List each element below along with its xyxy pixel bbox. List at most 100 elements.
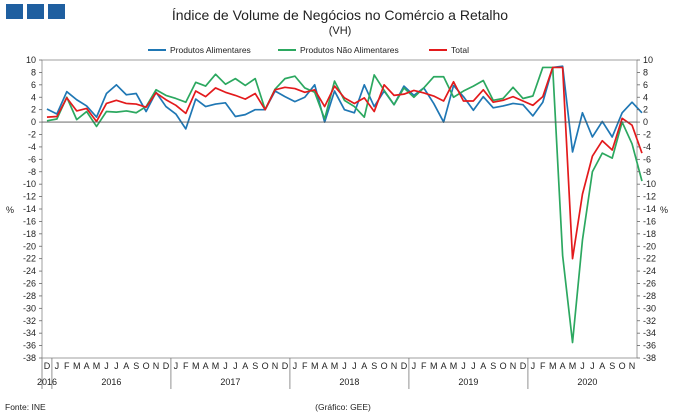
x-month-label: J <box>580 361 585 371</box>
x-year-label: 2019 <box>458 377 478 387</box>
x-month-label: N <box>272 361 279 371</box>
x-month-label: M <box>430 361 438 371</box>
y-tick-label-left: -14 <box>23 204 36 214</box>
y-tick-label-right: 6 <box>643 80 648 90</box>
y-tick-label-right: -12 <box>643 192 656 202</box>
y-tick-label-left: 4 <box>31 92 36 102</box>
x-month-label: A <box>123 361 129 371</box>
y-tick-label-left: -6 <box>28 154 36 164</box>
x-year-label: 2017 <box>220 377 240 387</box>
y-tick-label-left: 6 <box>31 80 36 90</box>
y-tick-label-left: -34 <box>23 328 36 338</box>
x-month-label: J <box>471 361 476 371</box>
y-tick-label-right: -38 <box>643 353 656 363</box>
y-tick-label-right: 4 <box>643 92 648 102</box>
y-tick-label-left: -26 <box>23 279 36 289</box>
x-month-label: O <box>143 361 150 371</box>
logo <box>6 4 69 24</box>
y-tick-label-right: 8 <box>643 67 648 77</box>
logo-block <box>6 4 23 19</box>
x-month-label: J <box>531 361 536 371</box>
y-tick-label-left: -18 <box>23 229 36 239</box>
x-month-label: A <box>361 361 367 371</box>
y-axis-label-right: % <box>660 205 668 215</box>
x-month-label: F <box>64 361 70 371</box>
y-tick-label-right: -34 <box>643 328 656 338</box>
y-tick-label-right: -4 <box>643 142 651 152</box>
y-tick-label-left: -20 <box>23 241 36 251</box>
y-tick-label-left: -8 <box>28 167 36 177</box>
x-month-label: A <box>480 361 486 371</box>
x-month-label: S <box>371 361 377 371</box>
legend-label: Produtos Não Alimentares <box>300 45 399 55</box>
axes: 10 10 8 8 6 6 4 4 2 2 0 0 -2 -2 -4 -4 -6 -6 -8 -8 -10 -10 -12 -… <box>23 55 656 389</box>
x-month-label: D <box>282 361 289 371</box>
chart-title: Índice de Volume de Negócios no Comércio… <box>172 7 508 23</box>
y-tick-label-left: -22 <box>23 254 36 264</box>
y-tick-label-left: -36 <box>23 341 36 351</box>
y-tick-label-right: -24 <box>643 266 656 276</box>
plot-frame <box>41 59 638 359</box>
x-month-label: J <box>55 361 60 371</box>
y-tick-label-right: 10 <box>643 55 653 65</box>
x-month-label: M <box>569 361 577 371</box>
x-month-label: J <box>174 361 179 371</box>
x-month-label: J <box>293 361 298 371</box>
y-tick-label-left: -30 <box>23 303 36 313</box>
graphic-credit: (Gráfico: GEE) <box>315 402 371 412</box>
x-month-label: A <box>203 361 209 371</box>
x-month-label: S <box>133 361 139 371</box>
x-month-label: J <box>223 361 228 371</box>
x-month-label: M <box>192 361 200 371</box>
x-month-label: S <box>490 361 496 371</box>
x-month-label: J <box>342 361 347 371</box>
x-month-label: A <box>84 361 90 371</box>
x-month-label: J <box>233 361 238 371</box>
x-month-label: F <box>302 361 308 371</box>
y-tick-label-left: -24 <box>23 266 36 276</box>
y-tick-label-left: 2 <box>31 105 36 115</box>
y-tick-label-left: 8 <box>31 67 36 77</box>
y-tick-label-right: -16 <box>643 216 656 226</box>
x-month-label: J <box>412 361 417 371</box>
x-month-label: S <box>252 361 258 371</box>
x-month-label: N <box>510 361 517 371</box>
y-tick-label-right: -10 <box>643 179 656 189</box>
legend-label: Produtos Alimentares <box>170 45 251 55</box>
x-month-label: O <box>262 361 269 371</box>
x-month-label: M <box>311 361 319 371</box>
x-month-label: M <box>450 361 458 371</box>
x-month-label: F <box>421 361 427 371</box>
y-axis-label-left: % <box>6 205 14 215</box>
y-tick-label-right: -36 <box>643 341 656 351</box>
plot-area <box>41 59 638 359</box>
x-month-label: D <box>520 361 527 371</box>
y-tick-label-right: -14 <box>643 204 656 214</box>
x-month-label: J <box>114 361 119 371</box>
x-year-label: 2018 <box>339 377 359 387</box>
y-tick-label-right: 0 <box>643 117 648 127</box>
y-tick-label-right: -28 <box>643 291 656 301</box>
x-month-label: N <box>153 361 160 371</box>
y-tick-label-right: 2 <box>643 105 648 115</box>
x-month-label: S <box>609 361 615 371</box>
y-tick-label-left: -12 <box>23 192 36 202</box>
y-tick-label-left: -38 <box>23 353 36 363</box>
x-month-label: N <box>629 361 636 371</box>
y-tick-label-right: -6 <box>643 154 651 164</box>
y-tick-label-left: -28 <box>23 291 36 301</box>
x-month-label: A <box>599 361 605 371</box>
y-tick-label-right: -26 <box>643 279 656 289</box>
x-month-label: M <box>212 361 220 371</box>
x-month-label: M <box>549 361 557 371</box>
y-tick-label-left: -4 <box>28 142 36 152</box>
x-month-label: M <box>93 361 101 371</box>
y-tick-label-left: -2 <box>28 130 36 140</box>
series-line <box>46 65 643 153</box>
x-month-label: A <box>322 361 328 371</box>
y-tick-label-right: -8 <box>643 167 651 177</box>
legend: Produtos Alimentares Produtos Não Aliment… <box>148 45 469 55</box>
x-month-label: F <box>183 361 189 371</box>
x-month-label: M <box>73 361 81 371</box>
